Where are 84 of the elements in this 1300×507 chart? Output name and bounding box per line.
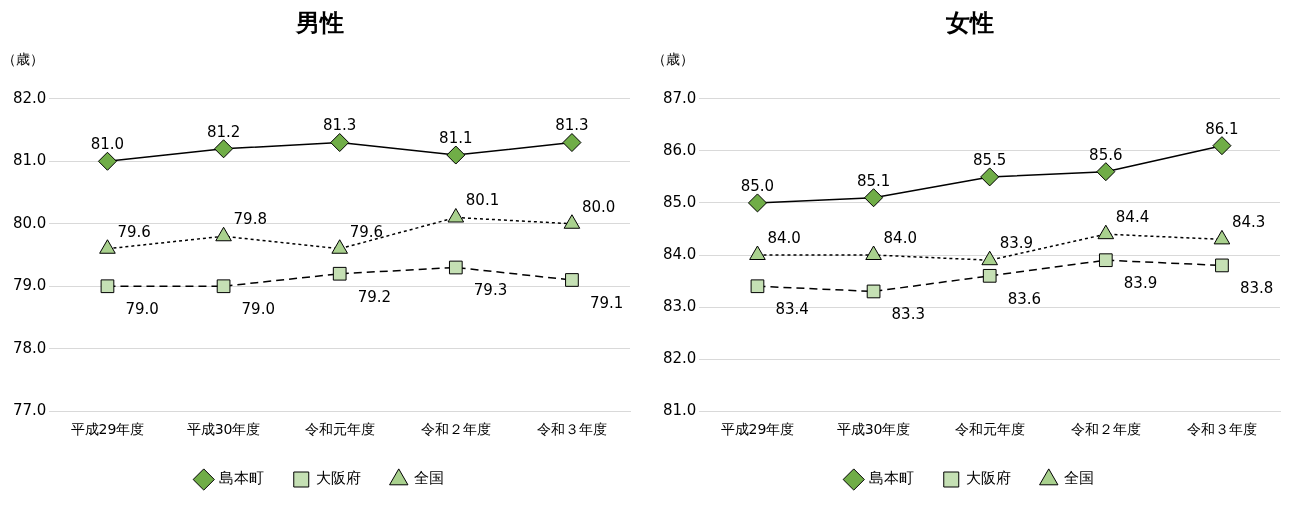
point	[330, 133, 350, 153]
y-tick-label: 81.0	[662, 401, 697, 420]
y-tick-label: 86.0	[662, 140, 697, 159]
data-label: 79.3	[473, 281, 508, 300]
legend-label: 大阪府	[966, 469, 1012, 488]
data-label: 83.6	[1007, 289, 1042, 308]
data-label: 79.6	[349, 222, 384, 241]
data-label: 81.1	[439, 128, 473, 147]
y-tick-label: 83.0	[662, 296, 697, 315]
point	[1098, 253, 1113, 268]
data-label: 84.0	[883, 228, 917, 247]
point	[864, 188, 884, 208]
data-label: 80.0	[581, 197, 616, 216]
point	[448, 260, 463, 275]
data-label: 83.9	[1123, 274, 1158, 293]
point	[97, 151, 117, 171]
y-axis-title: （歳）	[2, 51, 44, 68]
point	[214, 139, 234, 159]
y-tick-label: 79.0	[12, 276, 47, 295]
y-tick-label: 82.0	[12, 88, 47, 107]
data-label: 81.0	[90, 135, 125, 154]
point	[982, 268, 997, 283]
chart-title: 男性	[295, 8, 344, 37]
data-label: 80.1	[465, 191, 500, 210]
y-tick-label: 84.0	[662, 244, 697, 263]
point	[216, 279, 231, 294]
data-label: 79.6	[117, 222, 151, 241]
legend-label: 全国	[1063, 469, 1094, 488]
data-label: 85.5	[973, 150, 1007, 169]
y-tick-label: 81.0	[12, 151, 47, 170]
point	[447, 208, 465, 223]
point	[980, 167, 1000, 187]
point	[1096, 162, 1116, 182]
data-label: 79.0	[125, 300, 159, 319]
data-label: 79.1	[589, 293, 624, 312]
x-tick-label: 令和３年度	[536, 421, 607, 438]
legend-label: 島本町	[868, 469, 914, 488]
data-label: 79.2	[357, 287, 392, 306]
chart-title: 女性	[945, 8, 994, 37]
point	[750, 279, 765, 294]
x-tick-label: 平成30年度	[836, 421, 911, 438]
y-tick-label: 85.0	[662, 192, 697, 211]
data-label: 79.8	[233, 210, 267, 229]
y-axis-title: （歳）	[652, 51, 694, 68]
data-label: 83.4	[775, 300, 809, 319]
point	[332, 266, 347, 281]
data-label: 85.1	[856, 171, 891, 190]
x-tick-label: 令和元年度	[304, 421, 375, 438]
legend-label: 全国	[413, 469, 444, 488]
point	[866, 284, 881, 299]
data-label: 81.2	[206, 122, 241, 141]
y-tick-label: 82.0	[662, 349, 697, 368]
data-label: 79.0	[241, 300, 275, 319]
y-tick-label: 78.0	[12, 338, 47, 357]
point	[747, 193, 767, 213]
y-tick-label: 77.0	[12, 401, 47, 420]
data-label: 81.3	[555, 116, 589, 135]
data-label: 84.0	[767, 228, 801, 247]
data-label: 84.4	[1115, 208, 1150, 227]
point	[1215, 258, 1229, 273]
point	[1212, 136, 1232, 156]
data-label: 85.0	[740, 176, 775, 195]
x-tick-label: 令和元年度	[954, 421, 1025, 438]
data-label: 83.9	[999, 234, 1034, 253]
x-tick-label: 平成29年度	[720, 421, 795, 438]
legend-label: 大阪府	[316, 469, 362, 488]
data-label: 81.3	[323, 116, 357, 135]
point	[565, 273, 579, 287]
x-tick-label: 平成29年度	[70, 421, 145, 438]
x-tick-label: 令和２年度	[420, 421, 491, 438]
data-label: 85.6	[1089, 145, 1123, 164]
point	[446, 145, 466, 165]
legend-label: 島本町	[218, 469, 264, 488]
data-label: 84.3	[1231, 213, 1266, 232]
data-label: 83.3	[891, 305, 925, 324]
x-tick-label: 平成30年度	[186, 421, 261, 438]
point	[562, 133, 582, 153]
y-tick-label: 87.0	[662, 88, 697, 107]
x-tick-label: 令和２年度	[1070, 421, 1141, 438]
point	[100, 279, 115, 294]
data-label: 83.8	[1239, 279, 1274, 298]
x-tick-label: 令和３年度	[1186, 421, 1257, 438]
y-tick-label: 80.0	[12, 213, 47, 232]
data-label: 86.1	[1205, 119, 1239, 138]
